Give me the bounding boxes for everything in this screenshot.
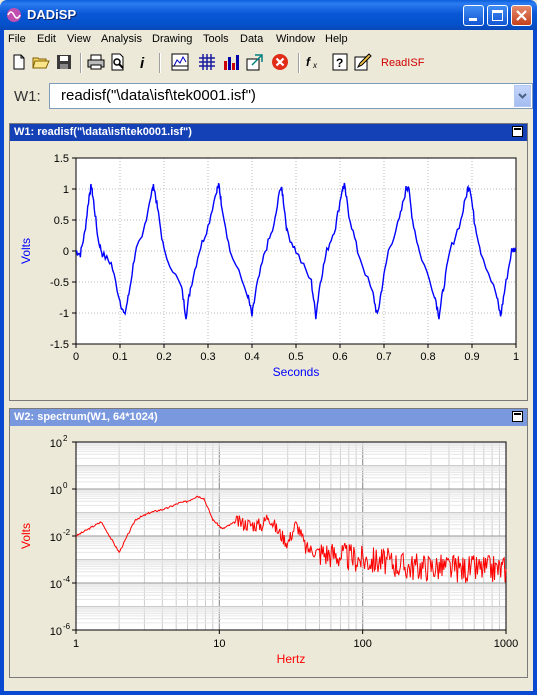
print-icon[interactable] xyxy=(87,53,105,71)
menu-drawing[interactable]: Drawing xyxy=(152,33,193,45)
svg-text:i: i xyxy=(140,55,145,71)
x-tick-label: 0.3 xyxy=(200,351,215,363)
w1-title-bar[interactable]: W1: readisf("\data\isf\tek0001.isf") xyxy=(10,124,527,141)
y-tick-label: 10 xyxy=(50,579,62,591)
w1-maximize-icon[interactable] xyxy=(512,126,523,137)
maximize-icon xyxy=(492,10,503,21)
x-axis-label: Seconds xyxy=(273,365,320,379)
x-axis-label: Hertz xyxy=(277,652,306,666)
formula-text: readisf("\data\isf\tek0001.isf") xyxy=(61,87,256,104)
w2-series-line xyxy=(75,495,507,583)
y-tick-label: -1.5 xyxy=(50,339,69,351)
w1-title: W1: readisf("\data\isf\tek0001.isf") xyxy=(14,126,192,138)
menu-edit[interactable]: Edit xyxy=(37,33,56,45)
w1-pane[interactable]: W1: readisf("\data\isf\tek0001.isf") 0 0.… xyxy=(9,123,528,401)
y-axis-label: Volts xyxy=(19,523,33,549)
open-folder-icon[interactable] xyxy=(32,53,50,71)
menu-file[interactable]: File xyxy=(8,33,26,45)
x-tick-label: 10 xyxy=(213,638,225,650)
close-icon xyxy=(516,10,527,21)
window-frame xyxy=(0,30,537,695)
formula-dropdown-button[interactable] xyxy=(514,85,531,107)
menu-window[interactable]: Window xyxy=(276,33,316,45)
menu-analysis[interactable]: Analysis xyxy=(101,33,142,45)
x-tick-label: 0.4 xyxy=(244,351,259,363)
x-tick-label: 0.7 xyxy=(376,351,391,363)
y-tick-label: 10 xyxy=(50,485,62,497)
x-tick-label: 1 xyxy=(73,638,79,650)
formula-input[interactable]: readisf("\data\isf\tek0001.isf") xyxy=(49,83,533,109)
y-tick-exponent: -4 xyxy=(63,575,71,584)
app-icon xyxy=(7,8,21,22)
svg-text:x: x xyxy=(312,61,318,70)
x-tick-label: 0.8 xyxy=(420,351,435,363)
y-tick-label: 0 xyxy=(63,246,69,258)
stop-icon[interactable] xyxy=(271,53,289,71)
x-tick-label: 0.2 xyxy=(156,351,171,363)
x-tick-label: 100 xyxy=(353,638,371,650)
minimize-button[interactable] xyxy=(463,5,484,26)
grid-icon[interactable] xyxy=(198,53,216,71)
edit-icon[interactable] xyxy=(354,53,372,71)
w2-pane[interactable]: W2: spectrum(W1, 64*1024) 1 10 100 1000 10 2 1… xyxy=(9,408,528,678)
new-file-icon[interactable] xyxy=(10,53,28,71)
y-tick-label: -0.5 xyxy=(50,277,69,289)
w2-maximize-icon[interactable] xyxy=(512,411,523,422)
toolbar-separator xyxy=(80,53,82,73)
formula-bar: W1: readisf("\data\isf\tek0001.isf") xyxy=(4,80,533,114)
y-tick-exponent: 2 xyxy=(63,434,68,443)
y-tick-label: -1 xyxy=(59,308,69,320)
close-button[interactable] xyxy=(511,5,532,26)
menu-bar: File Edit View Analysis Drawing Tools Da… xyxy=(4,30,533,48)
maximize-button[interactable] xyxy=(487,5,508,26)
window-title: DADiSP xyxy=(27,7,77,22)
chevron-down-icon xyxy=(518,93,527,99)
menu-tools[interactable]: Tools xyxy=(203,33,229,45)
x-tick-label: 0.5 xyxy=(288,351,303,363)
w2-title: W2: spectrum(W1, 64*1024) xyxy=(14,411,158,423)
menu-data[interactable]: Data xyxy=(240,33,264,45)
y-axis-label: Volts xyxy=(19,238,33,264)
toolbar-separator xyxy=(298,53,300,73)
svg-text:f: f xyxy=(306,55,311,69)
formula-label: W1: xyxy=(14,88,41,105)
y-tick-label: 1.5 xyxy=(54,153,69,165)
y-tick-label: 10 xyxy=(50,626,62,638)
x-tick-label: 0.6 xyxy=(332,351,347,363)
x-tick-label: 1000 xyxy=(494,638,518,650)
x-tick-label: 0.9 xyxy=(464,351,479,363)
w2-title-bar[interactable]: W2: spectrum(W1, 64*1024) xyxy=(10,409,527,426)
w1-series-line xyxy=(76,182,517,320)
y-tick-exponent: 0 xyxy=(63,481,68,490)
y-tick-label: 10 xyxy=(50,532,62,544)
title-bar: DADiSP xyxy=(0,0,537,30)
y-tick-label: 0.5 xyxy=(54,215,69,227)
info-icon[interactable]: i xyxy=(134,53,152,71)
y-tick-label: 1 xyxy=(63,184,69,196)
readisf-button[interactable]: ReadISF xyxy=(381,57,425,69)
y-tick-exponent: -6 xyxy=(63,622,71,631)
save-icon[interactable] xyxy=(55,53,73,71)
w1-plot[interactable]: 0 0.1 0.2 0.3 0.4 0.5 0.6 0.7 0.8 0.9 1 1.5 1 0.5 0 -0.… xyxy=(10,141,527,400)
y-tick-exponent: -2 xyxy=(63,528,71,537)
x-tick-label: 0.1 xyxy=(112,351,127,363)
print-preview-icon[interactable] xyxy=(109,53,127,71)
minimize-icon xyxy=(469,18,477,21)
x-tick-label: 0 xyxy=(73,351,79,363)
x-tick-label: 1 xyxy=(513,351,519,363)
zoom-icon[interactable] xyxy=(246,53,264,71)
y-tick-label: 10 xyxy=(50,438,62,450)
chart-icon[interactable] xyxy=(171,53,189,71)
toolbar-separator xyxy=(159,53,161,73)
menu-help[interactable]: Help xyxy=(325,33,348,45)
svg-text:?: ? xyxy=(336,56,343,70)
menu-view[interactable]: View xyxy=(67,33,91,45)
help-icon[interactable]: ? xyxy=(331,53,349,71)
bar-chart-icon[interactable] xyxy=(222,53,240,71)
